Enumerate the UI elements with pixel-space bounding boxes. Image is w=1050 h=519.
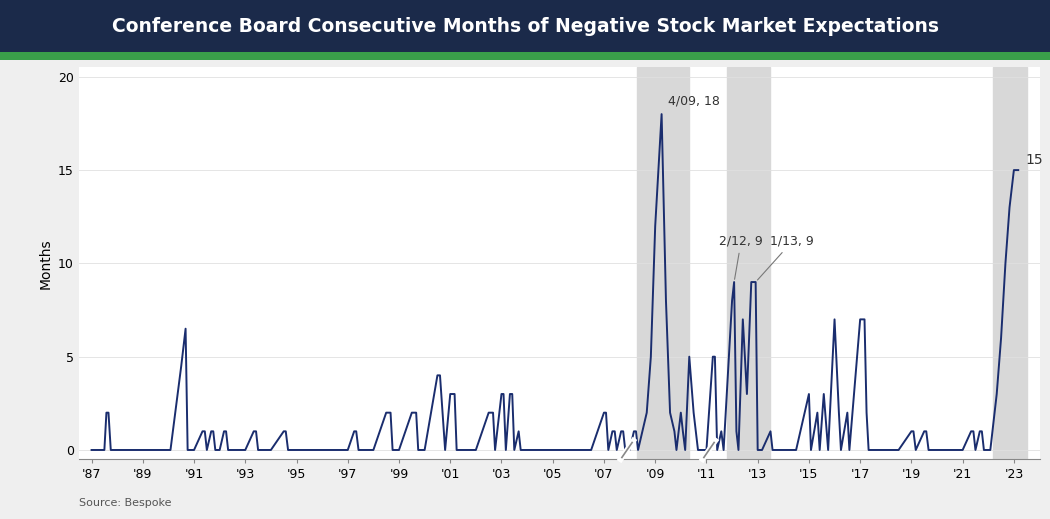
Text: 4/09, 18: 4/09, 18 (668, 95, 720, 108)
Text: 15: 15 (1026, 154, 1043, 168)
Text: 1/13, 9: 1/13, 9 (757, 235, 814, 280)
Bar (0, 52, 1050, 60)
Bar (727, 67, 771, 459)
Bar (993, 67, 1027, 459)
Text: Source: Bespoke: Source: Bespoke (79, 498, 171, 508)
Text: Conference Board Consecutive Months of Negative Stock Market Expectations: Conference Board Consecutive Months of N… (111, 17, 939, 36)
Y-axis label: Months: Months (39, 238, 53, 289)
Text: 2/12, 9: 2/12, 9 (719, 235, 763, 279)
Bar (637, 67, 689, 459)
